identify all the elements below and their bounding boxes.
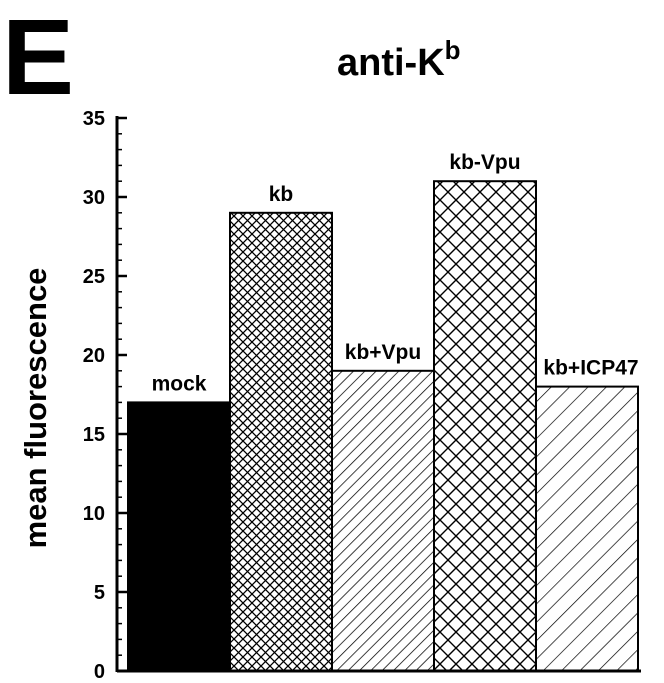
y-tick-label: 0 (94, 661, 105, 683)
bar-label-kb-vpu: kb+Vpu (345, 341, 421, 364)
y-tick-label: 15 (83, 424, 105, 446)
chart-title-main: anti-K (337, 42, 445, 84)
y-tick-label: 10 (83, 503, 105, 525)
bar-label-kb: kb (269, 183, 294, 206)
bar-labels-group: mock kb kb+Vpu kb-Vpu kb+ICP47 (152, 151, 639, 395)
bar-kb-vpu (433, 180, 537, 672)
y-axis: 0 5 10 15 20 25 30 35 (83, 108, 127, 683)
y-tick-label: 35 (83, 108, 105, 130)
bar-label-kb-vpu: kb-Vpu (449, 151, 520, 174)
chart-title-superscript: b (445, 35, 461, 65)
bar-mock (127, 401, 231, 672)
y-tick-label: 30 (83, 187, 105, 209)
panel-letter: E (2, 0, 74, 117)
y-tick-label: 20 (83, 345, 105, 367)
bar-label-mock: mock (152, 372, 207, 395)
bar-kb-vpu (331, 369, 435, 672)
bar-kb-icp47 (535, 385, 639, 672)
chart-title: anti-Kb (337, 35, 461, 84)
y-tick-label: 5 (94, 582, 105, 604)
y-axis-label: mean fluorescence (18, 268, 53, 549)
bars-group (127, 180, 639, 673)
bar-label-kb-icp47: kb+ICP47 (543, 357, 638, 380)
y-tick-label: 25 (83, 266, 105, 288)
bar-kb (229, 211, 333, 673)
